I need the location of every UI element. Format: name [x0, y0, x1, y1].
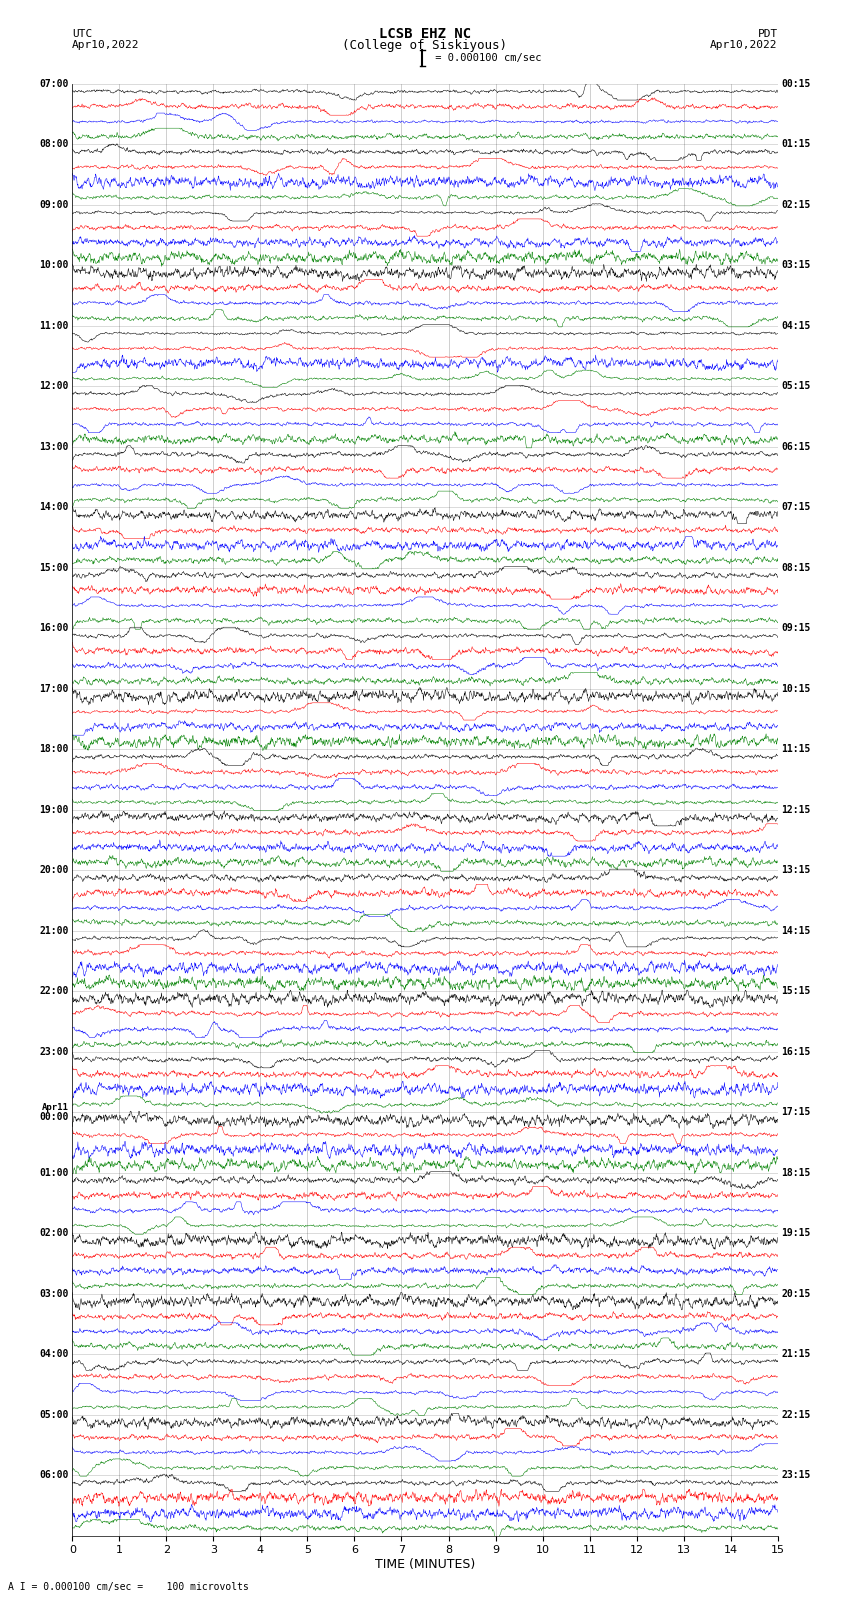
Text: 12:00: 12:00 — [39, 381, 69, 392]
Text: 12:15: 12:15 — [781, 805, 811, 815]
Text: 08:15: 08:15 — [781, 563, 811, 573]
Text: 16:15: 16:15 — [781, 1047, 811, 1057]
Text: 10:15: 10:15 — [781, 684, 811, 694]
Text: 07:15: 07:15 — [781, 502, 811, 513]
Text: 17:00: 17:00 — [39, 684, 69, 694]
Text: 01:15: 01:15 — [781, 139, 811, 150]
Text: 04:00: 04:00 — [39, 1348, 69, 1360]
Text: 21:15: 21:15 — [781, 1348, 811, 1360]
Text: 19:00: 19:00 — [39, 805, 69, 815]
Text: 02:15: 02:15 — [781, 200, 811, 210]
Text: (College of Siskiyous): (College of Siskiyous) — [343, 39, 507, 52]
Text: 11:15: 11:15 — [781, 744, 811, 755]
Text: Apr10,2022: Apr10,2022 — [711, 40, 778, 50]
Text: 09:00: 09:00 — [39, 200, 69, 210]
Text: 20:15: 20:15 — [781, 1289, 811, 1298]
Text: 14:00: 14:00 — [39, 502, 69, 513]
Text: 16:00: 16:00 — [39, 623, 69, 634]
Text: 03:15: 03:15 — [781, 260, 811, 271]
Text: 23:00: 23:00 — [39, 1047, 69, 1057]
Text: 11:00: 11:00 — [39, 321, 69, 331]
Text: 02:00: 02:00 — [39, 1227, 69, 1239]
Text: 17:15: 17:15 — [781, 1107, 811, 1118]
Text: 19:15: 19:15 — [781, 1227, 811, 1239]
Text: Apr10,2022: Apr10,2022 — [72, 40, 139, 50]
Text: 00:15: 00:15 — [781, 79, 811, 89]
Text: 23:15: 23:15 — [781, 1469, 811, 1481]
Text: = 0.000100 cm/sec: = 0.000100 cm/sec — [429, 53, 541, 63]
Text: 13:00: 13:00 — [39, 442, 69, 452]
Text: 06:00: 06:00 — [39, 1469, 69, 1481]
Text: 05:00: 05:00 — [39, 1410, 69, 1419]
Text: 22:00: 22:00 — [39, 986, 69, 997]
Text: 00:00: 00:00 — [39, 1113, 69, 1123]
Text: 21:00: 21:00 — [39, 926, 69, 936]
Text: 18:15: 18:15 — [781, 1168, 811, 1177]
Text: 08:00: 08:00 — [39, 139, 69, 150]
Text: 10:00: 10:00 — [39, 260, 69, 271]
Text: 13:15: 13:15 — [781, 865, 811, 876]
Text: 04:15: 04:15 — [781, 321, 811, 331]
Text: 15:00: 15:00 — [39, 563, 69, 573]
Text: 22:15: 22:15 — [781, 1410, 811, 1419]
Text: Apr11: Apr11 — [42, 1103, 69, 1113]
X-axis label: TIME (MINUTES): TIME (MINUTES) — [375, 1558, 475, 1571]
Text: 05:15: 05:15 — [781, 381, 811, 392]
Text: 20:00: 20:00 — [39, 865, 69, 876]
Text: 07:00: 07:00 — [39, 79, 69, 89]
Text: LCSB EHZ NC: LCSB EHZ NC — [379, 27, 471, 40]
Text: 09:15: 09:15 — [781, 623, 811, 634]
Text: 15:15: 15:15 — [781, 986, 811, 997]
Text: 06:15: 06:15 — [781, 442, 811, 452]
Text: UTC: UTC — [72, 29, 93, 39]
Text: 03:00: 03:00 — [39, 1289, 69, 1298]
Text: 01:00: 01:00 — [39, 1168, 69, 1177]
Text: 14:15: 14:15 — [781, 926, 811, 936]
Text: A I = 0.000100 cm/sec =    100 microvolts: A I = 0.000100 cm/sec = 100 microvolts — [8, 1582, 249, 1592]
Text: 18:00: 18:00 — [39, 744, 69, 755]
Text: PDT: PDT — [757, 29, 778, 39]
